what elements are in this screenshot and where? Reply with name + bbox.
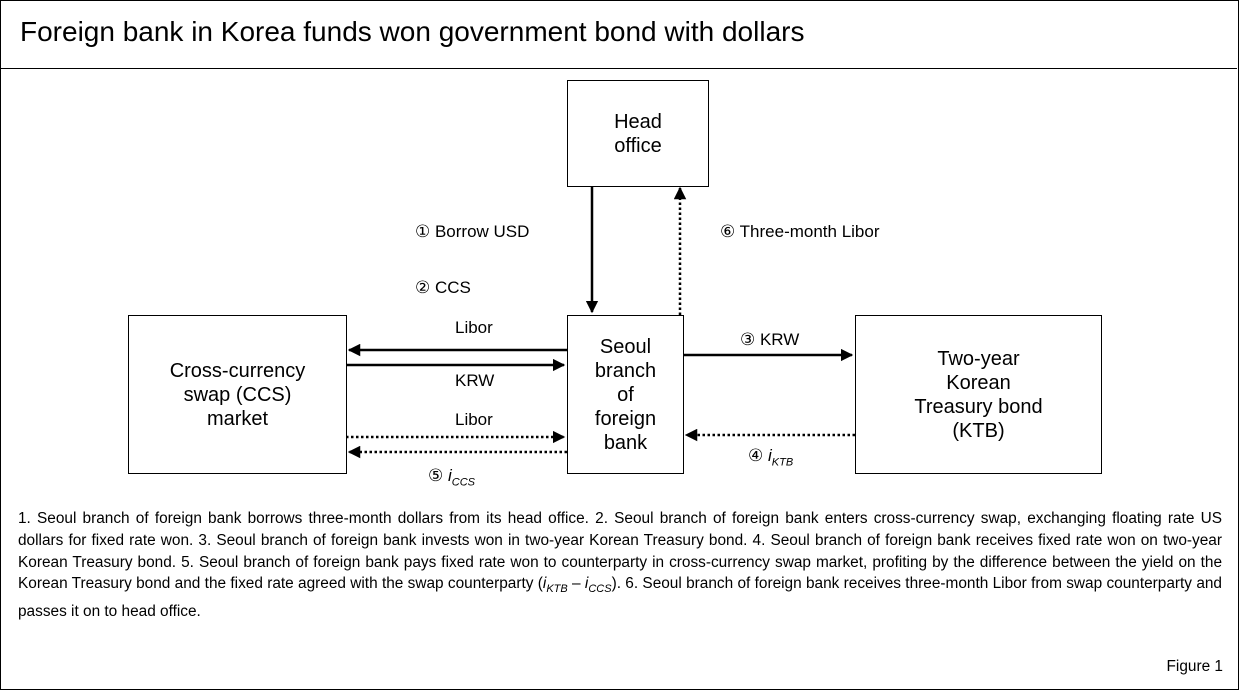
node: Two-year Korean Treasury bond (KTB) xyxy=(855,315,1102,474)
node-line: of xyxy=(617,383,634,406)
label: ① Borrow USD xyxy=(415,222,530,241)
footnote-subscript: CCS xyxy=(588,583,612,596)
label-subscript: KTB xyxy=(771,456,794,469)
node: Cross-currency swap (CCS) market xyxy=(128,315,347,474)
node-line: Seoul xyxy=(599,335,652,358)
label: Libor xyxy=(455,410,493,429)
node: Seoul branch of foreign bank xyxy=(567,315,684,474)
label: Libor xyxy=(455,318,493,337)
label: ② CCS xyxy=(415,278,471,297)
footnote-text: ). 6. Seoul branch of foreign bank recei… xyxy=(18,575,1222,621)
node-line: swap (CCS) xyxy=(183,383,292,406)
node-line: (KTB) xyxy=(952,419,1005,442)
label-number: ⑤ xyxy=(428,466,444,485)
title: Foreign bank in Korea funds won governme… xyxy=(20,16,805,47)
node-line: market xyxy=(206,407,269,430)
node-line: Head xyxy=(614,110,662,133)
node-line: Cross-currency xyxy=(169,359,306,382)
label: KRW xyxy=(455,371,495,390)
node: Head office xyxy=(567,80,709,187)
label-subscript: CCS xyxy=(451,476,475,489)
figure-label: Figure 1 xyxy=(1166,658,1223,675)
label: ④ iKTB xyxy=(748,446,793,468)
label: ⑤ iCCS xyxy=(428,466,475,488)
footnote: 1. Seoul branch of foreign bank borrows … xyxy=(18,508,1222,623)
footnote-symbol: i xyxy=(584,575,589,593)
node-line: Treasury bond xyxy=(914,395,1043,418)
label: ③ KRW xyxy=(740,330,800,349)
node-line: bank xyxy=(603,431,648,454)
label: ⑥ Three-month Libor xyxy=(720,222,880,241)
label-symbol: i xyxy=(767,446,772,465)
node-line: branch xyxy=(594,359,657,382)
node-line: office xyxy=(614,134,662,157)
node-line: Korean xyxy=(946,371,1011,394)
footnote-symbol: i xyxy=(542,575,547,593)
title-bar: Foreign bank in Korea funds won governme… xyxy=(0,0,1237,69)
footnote-text: – xyxy=(567,575,585,593)
node-line: Two-year xyxy=(937,347,1020,370)
node-line: foreign xyxy=(594,407,657,430)
label-symbol: i xyxy=(447,466,452,485)
label-number: ④ xyxy=(748,446,764,465)
footnote-text: 1. Seoul branch of foreign bank borrows … xyxy=(18,510,1222,593)
footnote-subscript: KTB xyxy=(546,583,568,596)
